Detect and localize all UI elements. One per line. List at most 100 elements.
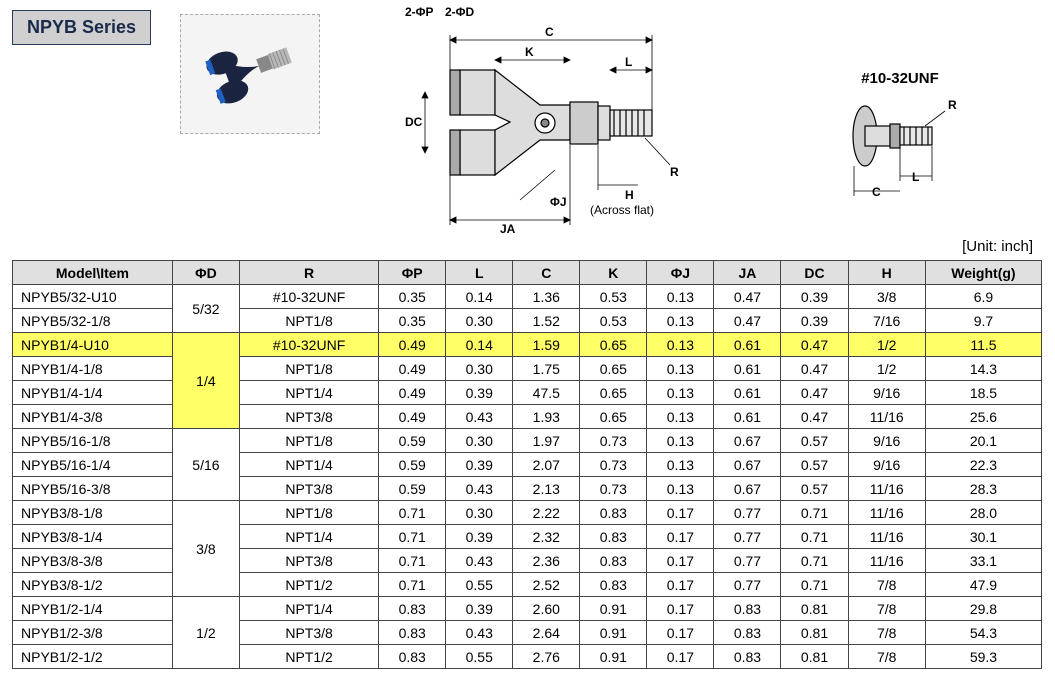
cell-JA: 0.47	[714, 309, 781, 333]
cell-wt: 6.9	[925, 285, 1041, 309]
cell-L: 0.55	[446, 645, 513, 669]
cell-model: NPYB1/2-3/8	[13, 621, 173, 645]
cell-C: 2.07	[513, 453, 580, 477]
table-header-row: Model\ItemΦDRΦPLCKΦJJADCHWeight(g)	[13, 261, 1042, 285]
cell-model: NPYB3/8-1/2	[13, 573, 173, 597]
cell-phiJ: 0.13	[647, 357, 714, 381]
label-dc: DC	[405, 115, 422, 129]
cell-wt: 11.5	[925, 333, 1041, 357]
cell-L: 0.39	[446, 597, 513, 621]
cell-R: #10-32UNF	[239, 333, 378, 357]
cell-H: 9/16	[848, 429, 925, 453]
cell-phiJ: 0.13	[647, 309, 714, 333]
table-row: NPYB1/4-3/8NPT3/80.490.431.930.650.130.6…	[13, 405, 1042, 429]
cell-phiJ: 0.17	[647, 549, 714, 573]
cell-R: NPT3/8	[239, 621, 378, 645]
cell-K: 0.91	[580, 597, 647, 621]
cell-phiJ: 0.17	[647, 621, 714, 645]
cell-phiJ: 0.17	[647, 573, 714, 597]
cell-DC: 0.39	[781, 309, 848, 333]
cell-L: 0.39	[446, 525, 513, 549]
cell-wt: 25.6	[925, 405, 1041, 429]
cell-R: NPT3/8	[239, 549, 378, 573]
table-row: NPYB1/4-U101/4#10-32UNF0.490.141.590.650…	[13, 333, 1042, 357]
table-row: NPYB3/8-1/83/8NPT1/80.710.302.220.830.17…	[13, 501, 1042, 525]
cell-phiP: 0.71	[379, 525, 446, 549]
cell-L: 0.39	[446, 453, 513, 477]
table-header-cell: ΦJ	[647, 261, 714, 285]
table-row: NPYB1/4-1/8NPT1/80.490.301.750.650.130.6…	[13, 357, 1042, 381]
cell-H: 7/8	[848, 645, 925, 669]
technical-diagram-main: 2-ΦP 2-ΦD C K L DC ΦJ JA R H (Across fla…	[370, 10, 810, 240]
small-label-c: C	[872, 185, 881, 199]
table-header-cell: DC	[781, 261, 848, 285]
cell-DC: 0.71	[781, 549, 848, 573]
cell-R: NPT1/8	[239, 429, 378, 453]
cell-DC: 0.57	[781, 453, 848, 477]
cell-model: NPYB5/16-1/8	[13, 429, 173, 453]
spec-table: Model\ItemΦDRΦPLCKΦJJADCHWeight(g) NPYB5…	[12, 260, 1042, 669]
cell-phiJ: 0.17	[647, 645, 714, 669]
cell-model: NPYB1/4-1/8	[13, 357, 173, 381]
label-h: H	[625, 188, 634, 202]
cell-H: 7/8	[848, 597, 925, 621]
label-l: L	[625, 55, 632, 69]
cell-H: 11/16	[848, 549, 925, 573]
cell-wt: 33.1	[925, 549, 1041, 573]
cell-L: 0.43	[446, 405, 513, 429]
table-row: NPYB1/2-1/41/2NPT1/40.830.392.600.910.17…	[13, 597, 1042, 621]
cell-K: 0.53	[580, 285, 647, 309]
cell-phiP: 0.59	[379, 453, 446, 477]
cell-C: 2.32	[513, 525, 580, 549]
cell-phiP: 0.59	[379, 429, 446, 453]
cell-DC: 0.47	[781, 357, 848, 381]
cell-JA: 0.61	[714, 381, 781, 405]
cell-C: 1.36	[513, 285, 580, 309]
cell-DC: 0.71	[781, 525, 848, 549]
label-across-flat: (Across flat)	[590, 203, 654, 217]
cell-R: NPT1/4	[239, 453, 378, 477]
technical-diagram-small: #10-32UNF R L C	[830, 70, 970, 200]
table-row: NPYB1/2-1/2NPT1/20.830.552.760.910.170.8…	[13, 645, 1042, 669]
cell-phi-d: 1/4	[172, 333, 239, 429]
cell-phiJ: 0.13	[647, 429, 714, 453]
cell-phiJ: 0.13	[647, 381, 714, 405]
label-phi-d: 2-ΦD	[445, 5, 474, 19]
table-header-cell: Weight(g)	[925, 261, 1041, 285]
cell-DC: 0.81	[781, 621, 848, 645]
product-photo	[180, 14, 320, 134]
cell-wt: 54.3	[925, 621, 1041, 645]
cell-H: 7/8	[848, 573, 925, 597]
cell-K: 0.83	[580, 573, 647, 597]
cell-DC: 0.47	[781, 333, 848, 357]
small-label-l: L	[912, 170, 919, 184]
cell-wt: 18.5	[925, 381, 1041, 405]
cell-DC: 0.71	[781, 501, 848, 525]
cell-C: 1.97	[513, 429, 580, 453]
table-header-cell: JA	[714, 261, 781, 285]
cell-H: 9/16	[848, 453, 925, 477]
cell-H: 7/16	[848, 309, 925, 333]
cell-wt: 14.3	[925, 357, 1041, 381]
cell-JA: 0.67	[714, 429, 781, 453]
cell-model: NPYB1/4-1/4	[13, 381, 173, 405]
label-k: K	[525, 45, 534, 59]
table-header-cell: K	[580, 261, 647, 285]
cell-K: 0.65	[580, 381, 647, 405]
cell-C: 2.13	[513, 477, 580, 501]
cell-L: 0.39	[446, 381, 513, 405]
cell-phiJ: 0.17	[647, 525, 714, 549]
cell-R: NPT1/2	[239, 645, 378, 669]
cell-C: 1.75	[513, 357, 580, 381]
cell-H: 11/16	[848, 525, 925, 549]
table-row: NPYB3/8-1/4NPT1/40.710.392.320.830.170.7…	[13, 525, 1042, 549]
table-body: NPYB5/32-U105/32#10-32UNF0.350.141.360.5…	[13, 285, 1042, 669]
cell-R: #10-32UNF	[239, 285, 378, 309]
cell-phi-d: 5/32	[172, 285, 239, 333]
cell-model: NPYB1/2-1/4	[13, 597, 173, 621]
cell-H: 3/8	[848, 285, 925, 309]
cell-wt: 28.3	[925, 477, 1041, 501]
cell-model: NPYB3/8-1/4	[13, 525, 173, 549]
cell-JA: 0.77	[714, 573, 781, 597]
table-header-cell: ΦD	[172, 261, 239, 285]
